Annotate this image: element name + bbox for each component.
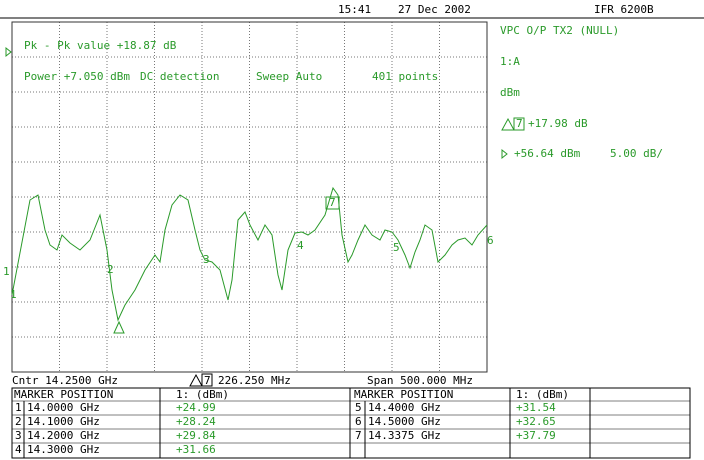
trace-marker: 5: [393, 241, 400, 254]
footer-delta-icon: [189, 373, 203, 387]
delta-box: [513, 117, 525, 131]
time: 15:41: [338, 3, 371, 16]
sweep: Sweep Auto: [256, 70, 322, 83]
marker-value: +29.84: [176, 429, 216, 442]
pk-pk: Pk - Pk value +18.87 dB: [24, 39, 177, 52]
delta-marker: 7: [516, 117, 523, 130]
table-header: 1: (dBm): [176, 388, 229, 401]
ref-icon: [501, 148, 508, 160]
marker-freq: 14.4000 GHz: [368, 401, 441, 414]
marker-freq: 14.3000 GHz: [27, 443, 100, 456]
trace-marker: 4: [297, 239, 304, 252]
marker-value: +37.79: [516, 429, 556, 442]
span: Span 500.000 MHz: [367, 374, 473, 387]
footer-delta-box: [201, 373, 213, 387]
table-header: MARKER POSITION: [14, 388, 113, 401]
marker-value: +31.54: [516, 401, 556, 414]
marker-box: [325, 196, 340, 210]
table-header: MARKER POSITION: [354, 388, 453, 401]
ref-arrow: [5, 46, 12, 58]
center-freq: Cntr 14.2500 GHz: [12, 374, 118, 387]
footer-delta-marker: 7: [204, 374, 211, 387]
marker-value: +31.66: [176, 443, 216, 456]
marker-number: 4: [15, 443, 22, 456]
trace-marker: 2: [107, 263, 114, 276]
side-title: VPC O/P TX2 (NULL): [500, 24, 619, 37]
marker-freq: 14.1000 GHz: [27, 415, 100, 428]
grid: [12, 22, 487, 372]
points: 401 points: [372, 70, 438, 83]
marker-freq: 14.5000 GHz: [368, 415, 441, 428]
marker-number: 2: [15, 415, 22, 428]
delta-value: +17.98 dB: [528, 117, 588, 130]
marker-number: 1: [15, 401, 22, 414]
delta-icon: [501, 117, 515, 131]
marker-value: +28.24: [176, 415, 216, 428]
delta-freq: 226.250 MHz: [218, 374, 291, 387]
units: dBm: [500, 86, 520, 99]
trace: [11, 186, 488, 322]
table-frame: [11, 387, 691, 459]
ref-level: +56.64 dBm: [514, 147, 581, 160]
marker-freq: 14.2000 GHz: [27, 429, 100, 442]
date: 27 Dec 2002: [398, 3, 471, 16]
marker-number: 7: [355, 429, 362, 442]
marker-value: +32.65: [516, 415, 556, 428]
trace-marker: 7: [329, 196, 336, 209]
marker-freq: 14.3375 GHz: [368, 429, 441, 442]
trace-marker: 3: [203, 253, 210, 266]
marker-number: 5: [355, 401, 362, 414]
table-header: 1: (dBm): [516, 388, 569, 401]
trace-marker: 1: [3, 265, 10, 278]
marker-number: 3: [15, 429, 22, 442]
marker-value: +24.99: [176, 401, 216, 414]
marker-table: MARKER POSITION 1: (dBm) MARKER POSITION 1:…: [11, 387, 691, 459]
trace-marker: 1: [10, 288, 17, 301]
plot-frame: [11, 21, 488, 373]
instrument: IFR 6200B: [594, 3, 654, 16]
channel: 1:A: [500, 55, 520, 68]
marker-number: 6: [355, 415, 362, 428]
power: Power +7.050 dBm: [24, 70, 130, 83]
detection: DC detection: [140, 70, 219, 83]
scale: 5.00 dB/: [610, 147, 663, 160]
marker-freq: 14.0000 GHz: [27, 401, 100, 414]
min-marker: [113, 320, 125, 334]
trace-marker: 6: [487, 234, 494, 247]
